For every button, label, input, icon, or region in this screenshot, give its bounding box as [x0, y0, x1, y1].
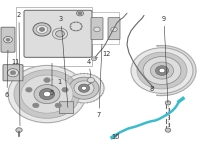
Circle shape: [143, 57, 181, 85]
FancyBboxPatch shape: [59, 102, 74, 114]
Text: 6: 6: [5, 50, 9, 98]
Circle shape: [165, 128, 171, 132]
Text: 11: 11: [11, 60, 19, 65]
Circle shape: [131, 48, 193, 93]
Circle shape: [33, 23, 51, 36]
Text: 7: 7: [97, 44, 102, 118]
Text: 3: 3: [59, 16, 68, 107]
Text: 12: 12: [95, 51, 110, 58]
Text: 4: 4: [87, 59, 91, 77]
Circle shape: [43, 91, 51, 97]
Text: 10: 10: [111, 133, 119, 140]
Circle shape: [7, 69, 19, 77]
Circle shape: [21, 75, 73, 113]
FancyBboxPatch shape: [24, 10, 92, 57]
Circle shape: [52, 28, 68, 39]
Circle shape: [94, 27, 100, 32]
Circle shape: [36, 25, 48, 34]
Text: 1: 1: [52, 79, 61, 85]
Circle shape: [34, 85, 60, 104]
Circle shape: [78, 12, 82, 15]
Circle shape: [78, 84, 90, 92]
Circle shape: [69, 77, 99, 99]
Circle shape: [39, 27, 45, 31]
Circle shape: [4, 36, 12, 43]
FancyBboxPatch shape: [1, 27, 15, 52]
Circle shape: [91, 57, 97, 61]
Circle shape: [64, 74, 104, 103]
Circle shape: [111, 27, 117, 32]
Circle shape: [165, 101, 171, 105]
Circle shape: [74, 81, 94, 96]
Circle shape: [16, 128, 22, 132]
Circle shape: [81, 86, 87, 90]
Circle shape: [26, 87, 32, 92]
Circle shape: [70, 22, 82, 31]
Circle shape: [8, 65, 86, 123]
Text: 8: 8: [150, 86, 154, 92]
Polygon shape: [157, 46, 196, 96]
Circle shape: [155, 66, 169, 75]
Circle shape: [137, 52, 187, 89]
Circle shape: [62, 87, 68, 92]
Text: 5: 5: [50, 63, 54, 96]
Circle shape: [10, 71, 16, 75]
FancyBboxPatch shape: [87, 12, 119, 44]
Text: 9: 9: [162, 16, 168, 103]
Circle shape: [39, 88, 55, 100]
Circle shape: [56, 31, 64, 37]
Circle shape: [87, 77, 95, 83]
FancyBboxPatch shape: [91, 18, 103, 40]
FancyBboxPatch shape: [3, 65, 23, 81]
Circle shape: [159, 68, 165, 73]
FancyBboxPatch shape: [16, 7, 92, 66]
Circle shape: [33, 103, 39, 108]
Text: 2: 2: [17, 12, 21, 126]
Circle shape: [55, 103, 61, 108]
Circle shape: [76, 11, 84, 16]
Circle shape: [150, 62, 174, 79]
Circle shape: [6, 38, 10, 41]
FancyBboxPatch shape: [108, 18, 120, 40]
Circle shape: [44, 78, 50, 82]
Circle shape: [14, 70, 80, 118]
